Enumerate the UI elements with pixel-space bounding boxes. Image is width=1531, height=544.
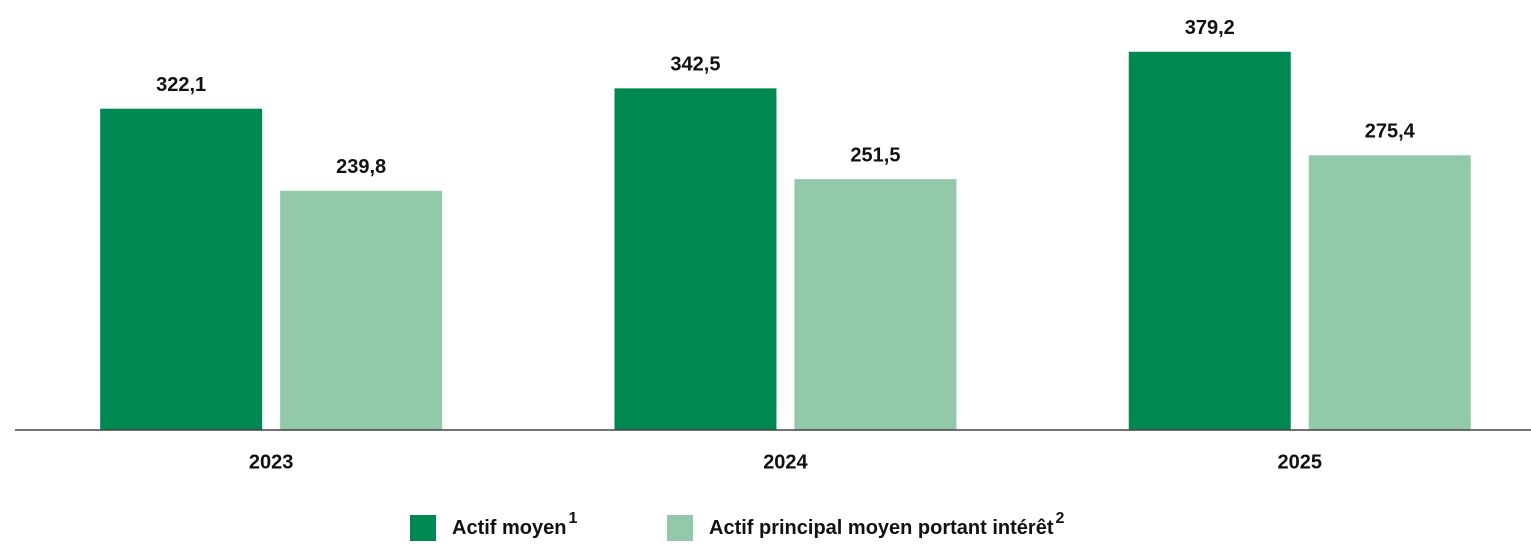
value-label: 251,5: [850, 144, 900, 166]
x-tick-label: 2025: [1278, 451, 1323, 473]
legend-label: Actif principal moyen portant intérêt 2: [709, 510, 1064, 539]
legend-swatch: [667, 515, 693, 541]
bar: [1308, 155, 1471, 430]
legend-note: 2: [1055, 510, 1064, 527]
bar: [100, 108, 263, 430]
legend-note: 1: [568, 510, 577, 527]
value-label: 239,8: [336, 156, 386, 178]
x-tick-label: 2024: [763, 451, 808, 473]
bar: [280, 190, 443, 430]
value-label: 275,4: [1365, 121, 1416, 143]
bar: [1128, 51, 1291, 431]
value-label: 379,2: [1185, 17, 1235, 39]
bar: [794, 179, 957, 430]
bar: [614, 88, 777, 430]
value-label: 342,5: [670, 54, 720, 76]
legend-label: Actif moyen 1: [452, 510, 577, 539]
x-tick-label: 2023: [249, 451, 294, 473]
legend-name: Actif principal moyen portant intérêt: [709, 517, 1054, 539]
value-label: 322,1: [156, 74, 206, 96]
legend-swatch: [410, 515, 436, 541]
legend-name: Actif moyen: [452, 517, 566, 539]
